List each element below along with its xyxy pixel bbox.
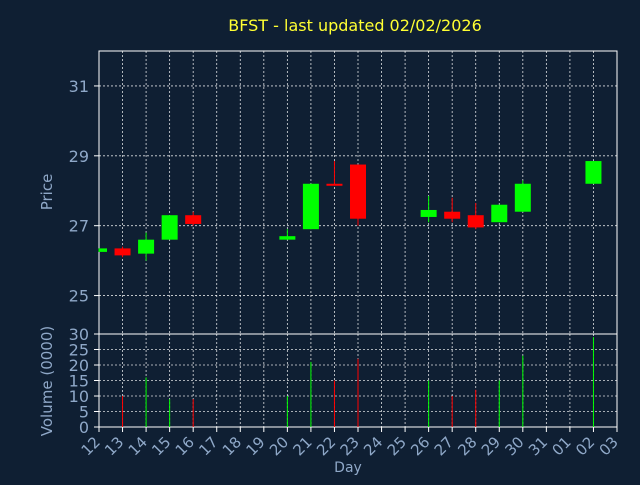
- price-tick-label: 25: [69, 287, 89, 306]
- candle-body: [114, 248, 131, 256]
- x-tick-label: 29: [478, 433, 504, 459]
- price-tick-label: 29: [69, 147, 89, 166]
- candle-body: [161, 215, 178, 240]
- x-tick-label: 12: [78, 433, 104, 459]
- x-tick-labels: 1213141516171819202122232425262728293031…: [78, 427, 622, 459]
- x-tick-label: 27: [431, 433, 457, 459]
- candle-body: [444, 211, 461, 219]
- x-tick-label: 17: [195, 433, 221, 459]
- price-tick-label: 27: [69, 217, 89, 236]
- x-tick-label: 03: [596, 433, 622, 459]
- price-panel: 25 27 29 31: [69, 50, 618, 335]
- x-tick-label: 14: [125, 433, 151, 459]
- volume-tick-label: 30: [69, 325, 89, 344]
- volume-tick-label: 25: [69, 341, 89, 360]
- candle-body: [302, 183, 319, 230]
- volume-tick-label: 5: [79, 403, 89, 422]
- volume-tick-label: 20: [69, 356, 89, 375]
- volume-tick-label: 10: [69, 387, 89, 406]
- candle-body: [585, 161, 602, 184]
- candle-body: [467, 215, 484, 228]
- volume-tick-label: 15: [69, 372, 89, 391]
- x-tick-label: 30: [501, 433, 527, 459]
- x-tick-label: 23: [337, 433, 363, 459]
- x-tick-label: 20: [266, 433, 292, 459]
- candle-body: [99, 248, 107, 252]
- x-tick-label: 02: [572, 433, 598, 459]
- price-axis-label: Price: [38, 174, 56, 211]
- x-tick-label: 13: [101, 433, 127, 459]
- x-tick-label: 01: [549, 433, 575, 459]
- candle-body: [491, 204, 508, 223]
- x-tick-label: 15: [148, 433, 174, 459]
- volume-tick-label: 0: [79, 418, 89, 437]
- x-tick-label: 22: [313, 433, 339, 459]
- candle-body: [350, 164, 366, 219]
- candle-body: [279, 236, 296, 240]
- chart-title: BFST - last updated 02/02/2026: [228, 16, 482, 35]
- x-tick-label: 26: [407, 433, 433, 459]
- x-tick-label: 24: [360, 433, 386, 459]
- x-tick-label: 16: [172, 433, 198, 459]
- x-axis-label: Day: [334, 460, 362, 476]
- candle-body: [326, 183, 343, 186]
- price-tick-label: 31: [69, 77, 89, 96]
- candle-body: [514, 183, 531, 212]
- x-tick-label: 25: [384, 433, 410, 459]
- x-tick-label: 19: [242, 433, 268, 459]
- x-tick-label: 28: [454, 433, 480, 459]
- candle-body: [420, 209, 437, 217]
- candle-body: [138, 239, 155, 254]
- volume-axis-label: Volume (0000): [38, 326, 56, 436]
- candle-body: [185, 215, 202, 224]
- x-tick-label: 21: [290, 433, 316, 459]
- x-tick-label: 31: [525, 433, 551, 459]
- x-tick-label: 18: [219, 433, 245, 459]
